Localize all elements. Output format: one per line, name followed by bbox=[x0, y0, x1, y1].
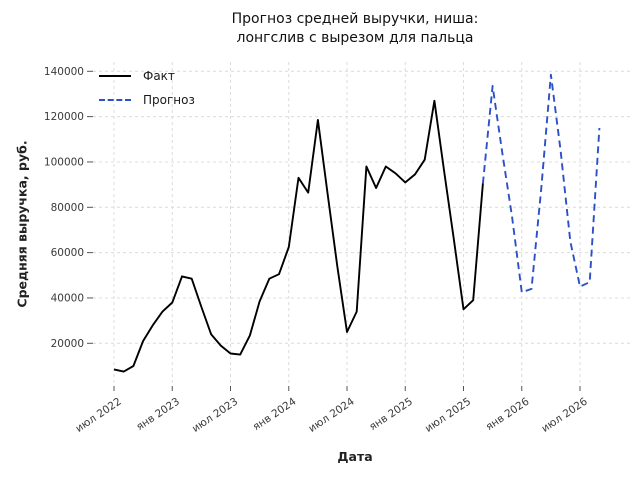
chart-title: Прогноз средней выручки, ниша: лонгслив … bbox=[85, 10, 625, 48]
x-tick-label: июл 2024 bbox=[306, 395, 356, 434]
x-tick-label: июл 2023 bbox=[190, 396, 240, 435]
x-tick-label: янв 2024 bbox=[251, 395, 299, 433]
fact-line-sample-icon bbox=[99, 74, 131, 77]
y-tick-label: 60000 bbox=[51, 247, 84, 259]
legend-label-forecast: Прогноз bbox=[143, 92, 195, 107]
x-tick-label: янв 2023 bbox=[134, 396, 182, 434]
chart-title-line1: Прогноз средней выручки, ниша: bbox=[231, 11, 479, 27]
legend-item-forecast: Прогноз bbox=[99, 90, 195, 109]
x-tick-label: янв 2026 bbox=[484, 395, 532, 433]
x-tick-label: июл 2022 bbox=[73, 396, 123, 435]
y-axis-label: Средняя выручка, руб. bbox=[14, 140, 30, 308]
y-tick-label: 120000 bbox=[44, 111, 84, 123]
x-tick-label: янв 2025 bbox=[367, 396, 415, 434]
forecast-line bbox=[481, 73, 601, 294]
legend: Факт Прогноз bbox=[99, 66, 195, 109]
legend-item-fact: Факт bbox=[99, 66, 195, 85]
y-tick-label: 40000 bbox=[51, 292, 84, 304]
forecast-line-sample-icon bbox=[99, 98, 131, 101]
chart-title-line2: лонгслив с вырезом для пальца bbox=[236, 30, 474, 46]
y-tick-label: 100000 bbox=[44, 156, 84, 168]
legend-label-fact: Факт bbox=[143, 68, 175, 83]
x-tick-label: июл 2026 bbox=[539, 395, 589, 434]
y-tick-label: 140000 bbox=[44, 66, 84, 78]
y-tick-label: 80000 bbox=[51, 202, 84, 214]
y-tick-label: 20000 bbox=[51, 338, 84, 350]
x-axis-label: Дата bbox=[337, 449, 373, 464]
fact-line bbox=[113, 99, 484, 373]
x-tick-label: июл 2025 bbox=[423, 396, 473, 435]
